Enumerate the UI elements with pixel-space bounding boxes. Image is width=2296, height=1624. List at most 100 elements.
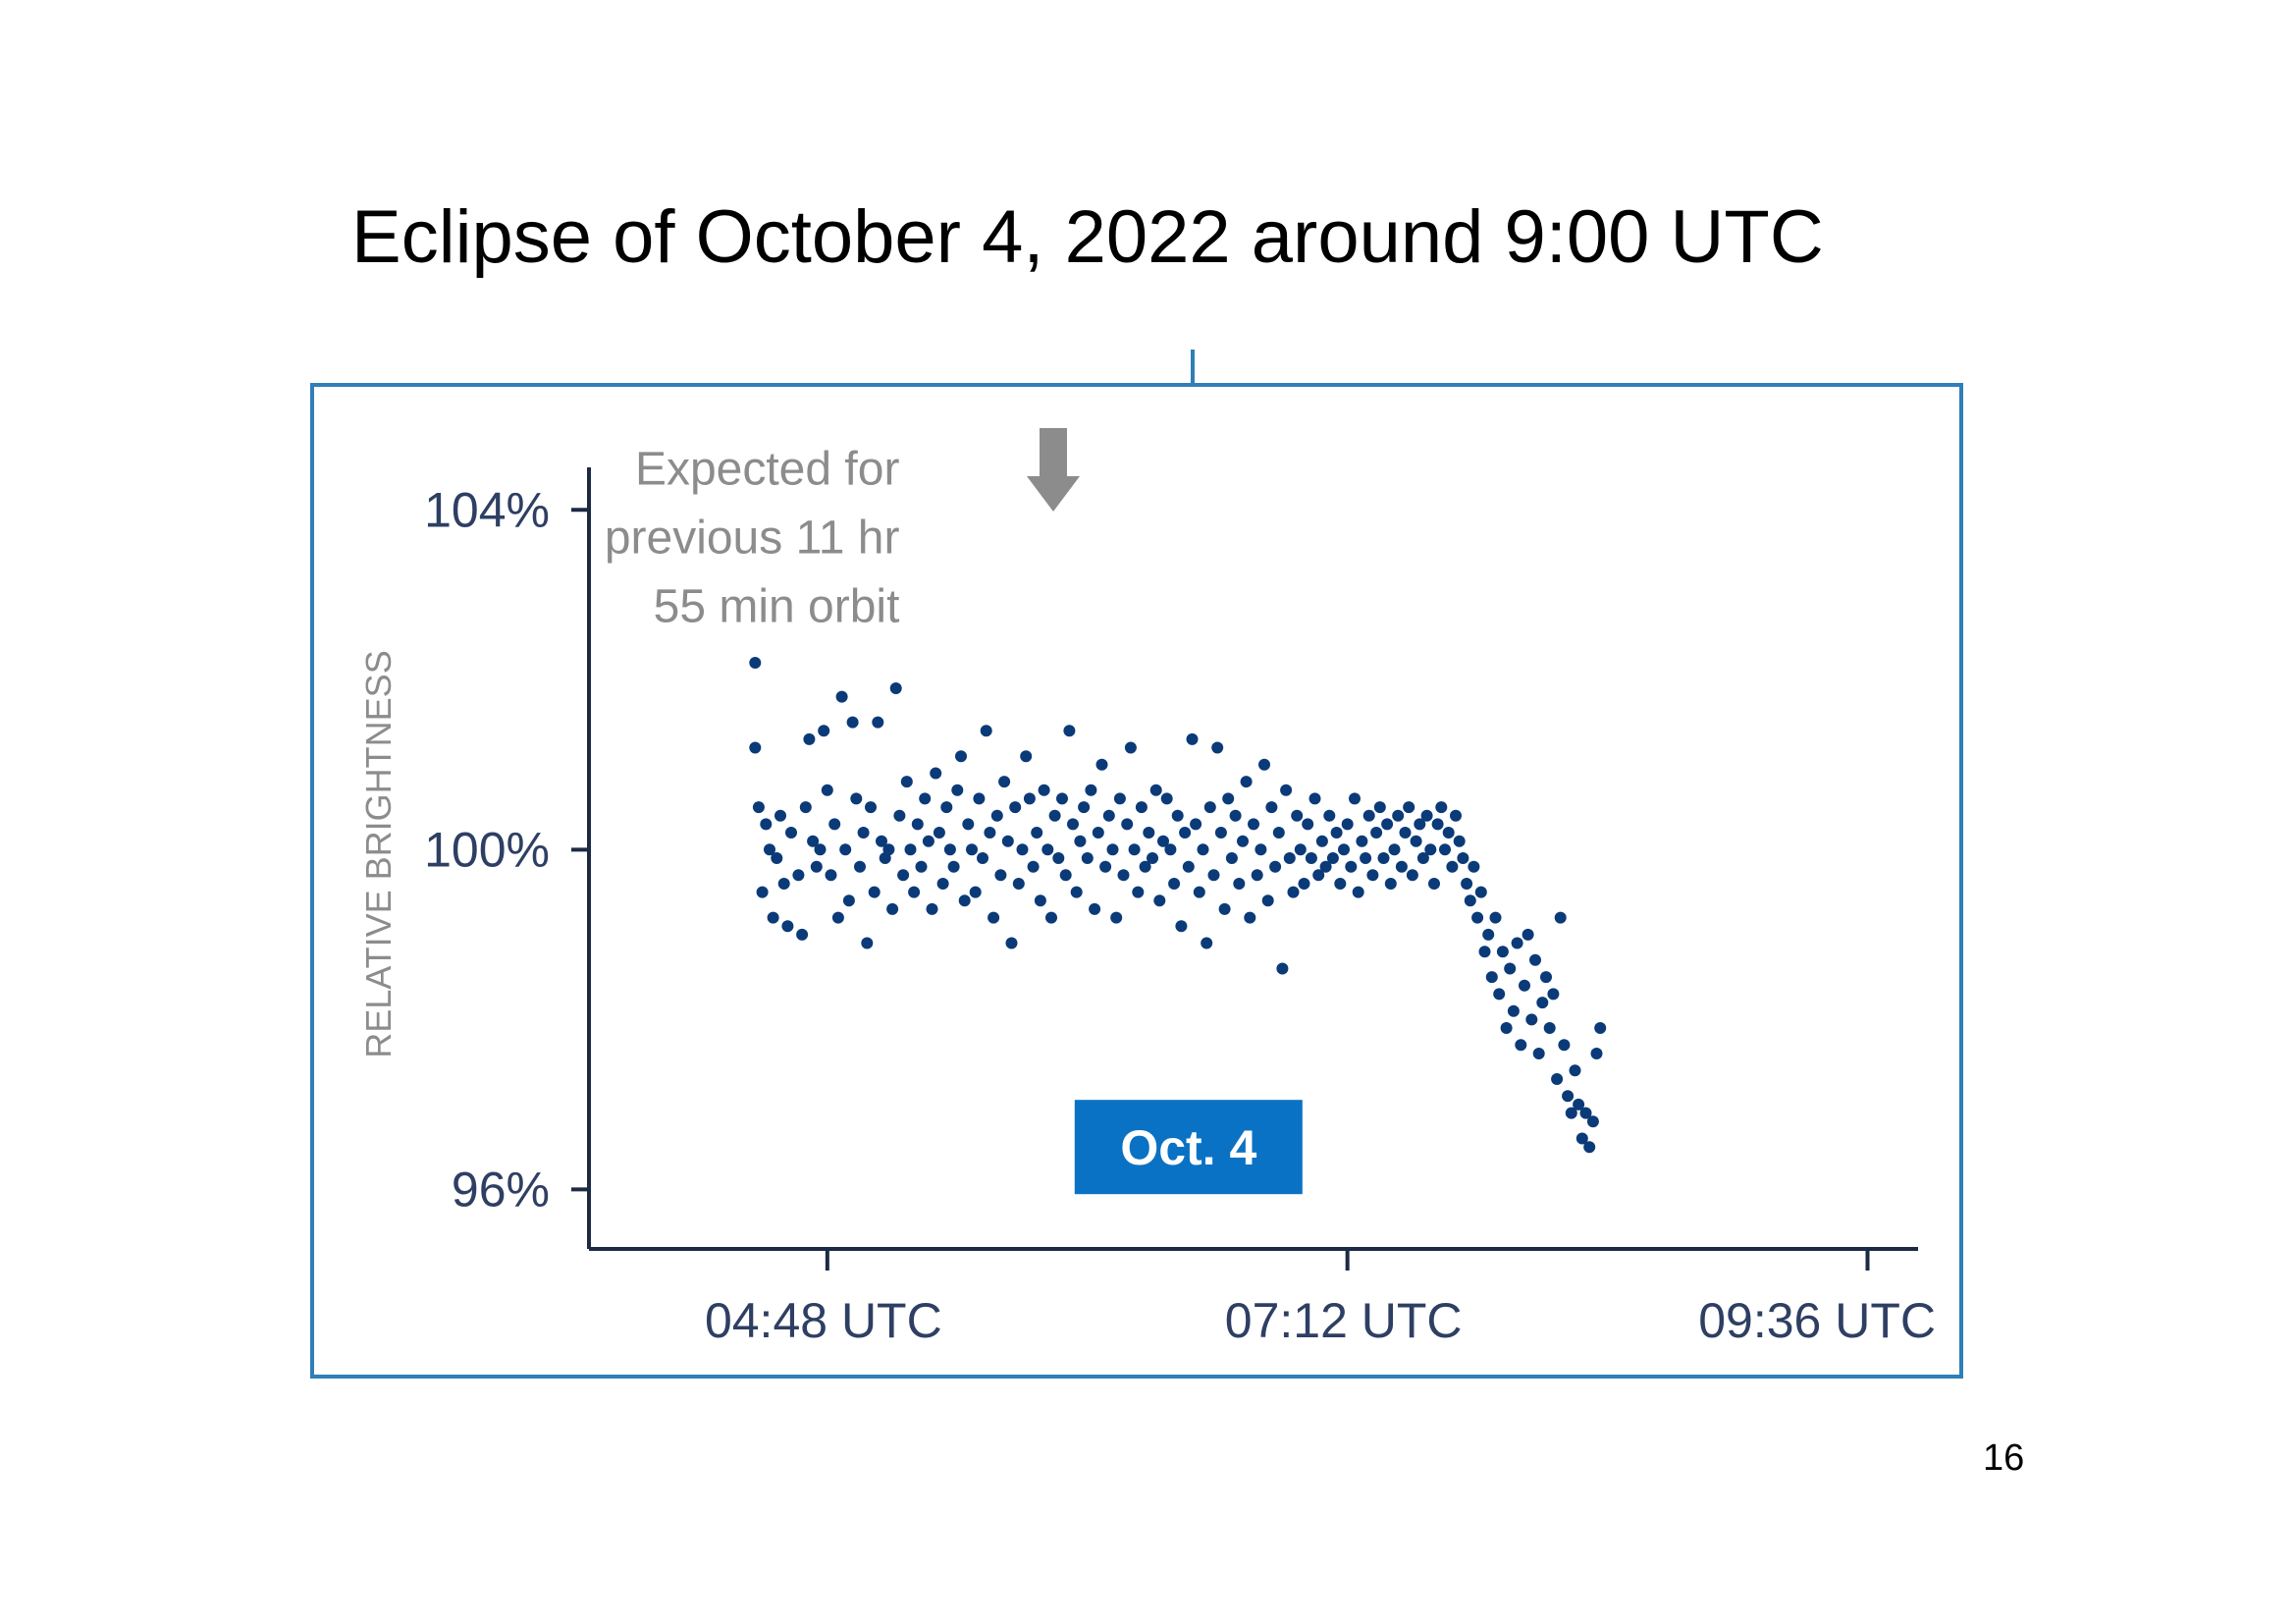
data-point-58 [958, 894, 971, 907]
data-point-76 [1023, 792, 1036, 805]
data-point-91 [1078, 801, 1091, 814]
data-point-226 [1565, 1107, 1577, 1119]
data-point-74 [1016, 843, 1029, 856]
data-point-27 [846, 716, 859, 729]
data-point-234 [1594, 1022, 1607, 1034]
data-point-73 [1012, 878, 1025, 890]
data-point-161 [1330, 827, 1343, 839]
data-point-123 [1193, 886, 1205, 898]
data-point-16 [807, 835, 820, 847]
data-point-38 [886, 902, 899, 915]
data-point-121 [1186, 732, 1199, 745]
data-point-10 [781, 920, 794, 933]
data-point-6 [767, 911, 779, 924]
data-point-98 [1102, 809, 1115, 822]
data-point-69 [998, 776, 1011, 788]
data-point-203 [1482, 928, 1495, 941]
data-point-52 [936, 878, 949, 890]
label-box-text: Oct. 4 [1120, 1120, 1256, 1175]
annotation-line-2: 55 min orbit [654, 580, 900, 632]
data-point-143 [1265, 801, 1278, 814]
data-point-185 [1416, 852, 1429, 864]
data-point-140 [1255, 843, 1267, 856]
data-point-166 [1349, 792, 1361, 805]
data-point-57 [955, 750, 967, 763]
label-box: Oct. 4 [1074, 1100, 1303, 1195]
data-point-193 [1446, 860, 1459, 873]
data-point-18 [814, 843, 827, 856]
data-point-43 [904, 843, 917, 856]
x-ticks: 04:48 UTC 07:12 UTC 09:36 UTC [705, 1249, 1936, 1348]
data-point-60 [966, 843, 978, 856]
data-point-68 [994, 869, 1007, 882]
data-point-175 [1381, 818, 1394, 831]
data-point-81 [1041, 843, 1054, 856]
data-point-108 [1139, 860, 1151, 873]
data-point-88 [1067, 818, 1079, 831]
data-point-115 [1164, 843, 1177, 856]
data-point-188 [1428, 878, 1440, 890]
data-point-171 [1366, 869, 1379, 882]
scatter-points [749, 657, 1607, 1154]
data-point-77 [1027, 860, 1040, 873]
data-point-89 [1070, 886, 1083, 898]
data-point-220 [1543, 1022, 1556, 1034]
data-point-190 [1435, 801, 1448, 814]
data-point-195 [1453, 835, 1466, 847]
data-point-32 [865, 801, 877, 814]
data-point-26 [842, 894, 855, 907]
data-point-127 [1207, 869, 1220, 882]
data-point-216 [1529, 953, 1541, 966]
data-point-47 [919, 792, 932, 805]
data-point-110 [1147, 852, 1158, 864]
data-point-219 [1540, 971, 1552, 984]
data-point-21 [825, 869, 837, 882]
data-point-214 [1522, 928, 1534, 941]
data-point-2 [752, 801, 765, 814]
data-point-197 [1461, 878, 1473, 890]
data-point-39 [889, 682, 902, 694]
data-point-150 [1291, 809, 1304, 822]
data-point-8 [774, 809, 786, 822]
data-point-222 [1551, 1073, 1564, 1085]
data-point-155 [1308, 792, 1321, 805]
data-point-15 [803, 732, 816, 745]
data-point-164 [1341, 818, 1354, 831]
data-point-206 [1493, 988, 1506, 1001]
y-ticks: 96% 100% 104% [424, 482, 589, 1217]
data-point-156 [1312, 869, 1325, 882]
data-point-79 [1034, 894, 1046, 907]
data-point-119 [1179, 827, 1192, 839]
data-point-84 [1052, 852, 1065, 864]
data-point-59 [962, 818, 975, 831]
data-point-189 [1431, 818, 1444, 831]
data-point-96 [1095, 758, 1108, 771]
data-point-31 [861, 937, 874, 949]
data-point-9 [777, 878, 790, 890]
data-point-163 [1338, 843, 1350, 856]
data-point-67 [990, 809, 1003, 822]
data-point-50 [930, 767, 942, 780]
data-point-1 [749, 741, 762, 754]
data-point-210 [1507, 1004, 1520, 1017]
data-point-100 [1110, 911, 1123, 924]
data-point-211 [1511, 937, 1523, 949]
data-point-109 [1143, 827, 1155, 839]
data-point-212 [1515, 1039, 1527, 1052]
data-point-154 [1305, 852, 1317, 864]
data-point-131 [1222, 792, 1235, 805]
data-point-70 [1001, 835, 1014, 847]
data-point-160 [1326, 852, 1339, 864]
data-point-224 [1558, 1039, 1571, 1052]
data-point-128 [1211, 741, 1224, 754]
data-point-176 [1384, 878, 1397, 890]
data-point-126 [1203, 801, 1216, 814]
data-point-158 [1319, 860, 1332, 873]
data-point-184 [1414, 818, 1426, 831]
data-point-28 [850, 792, 863, 805]
data-point-153 [1302, 818, 1314, 831]
annotation: Expected for previous 11 hr 55 min orbit [605, 443, 900, 632]
data-point-134 [1233, 878, 1246, 890]
data-point-170 [1362, 809, 1375, 822]
data-point-165 [1345, 860, 1358, 873]
